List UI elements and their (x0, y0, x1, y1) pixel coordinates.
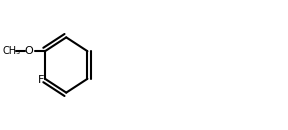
Text: CH₃: CH₃ (3, 46, 21, 56)
Text: F: F (37, 75, 44, 85)
Text: O: O (25, 46, 34, 56)
